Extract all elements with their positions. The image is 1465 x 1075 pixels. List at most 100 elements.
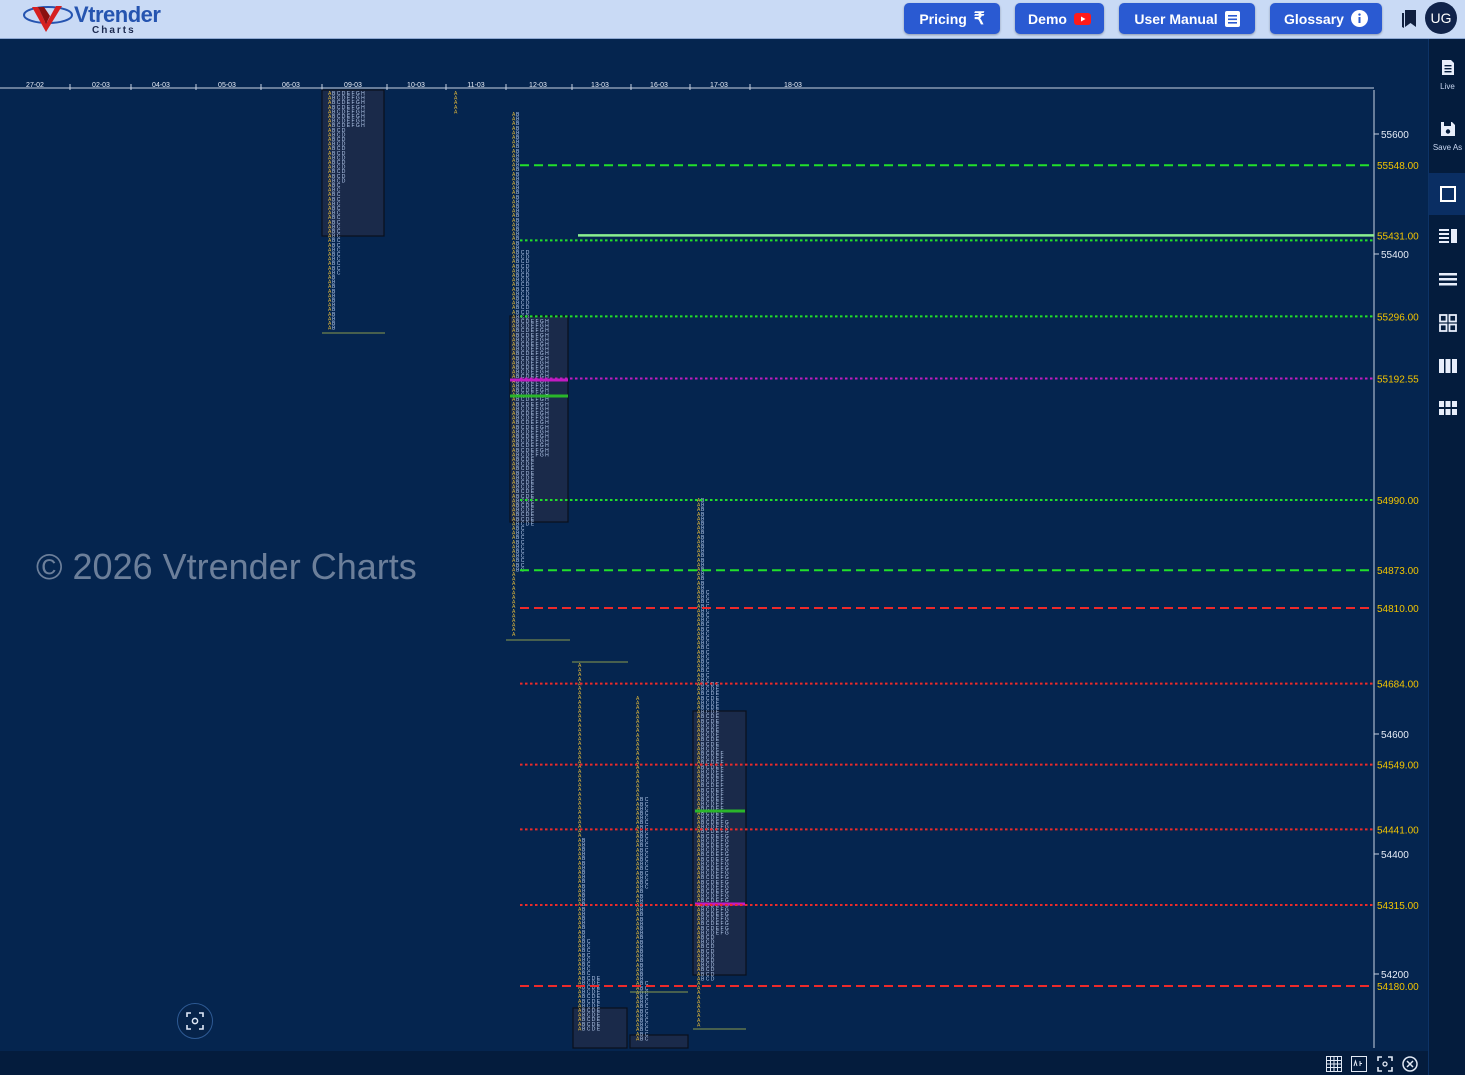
tpo-row: A [454, 105, 458, 111]
user-avatar[interactable]: UG [1425, 2, 1457, 34]
tpo-row: A [328, 252, 332, 258]
tpo-row: A [512, 227, 516, 233]
sidebar-item-grid-view[interactable] [1429, 314, 1465, 337]
pricing-button[interactable]: Pricing ₹ [904, 3, 1000, 34]
user-manual-button[interactable]: User Manual [1119, 3, 1255, 34]
tpo-row: A [636, 829, 640, 835]
tpo-row: A [512, 140, 516, 146]
tpo-row: A [454, 96, 458, 102]
sidebar-item-tiles-view[interactable] [1429, 401, 1465, 420]
tpo-row: B [640, 889, 644, 895]
tpo-row: A [697, 894, 701, 900]
tpo-row: A [697, 875, 701, 881]
level-price-label: 54441.00 [1377, 825, 1419, 836]
tpo-row: A [697, 769, 701, 775]
tpo-row: B [701, 512, 705, 518]
tpo-row: A [697, 622, 701, 628]
logo-v-icon [23, 6, 73, 32]
sidebar-item-single-view[interactable] [1429, 173, 1465, 215]
focus-mode-button[interactable] [177, 1003, 213, 1039]
market-profile-chart[interactable]: 27-02 02-03 04-03 05-03 06-03 09-03 10-03 11-03… [0, 39, 1428, 1051]
tpo-row: A [697, 636, 701, 642]
tpo-row: A [512, 508, 516, 514]
tpo-row: A [636, 977, 640, 983]
tpo-row: A [697, 949, 701, 955]
tpo-row: A [512, 383, 516, 389]
tpo-row: B [516, 195, 520, 201]
tpo-row: B C D E [701, 742, 720, 748]
focus-icon [186, 1012, 204, 1030]
tpo-row: B C D E [582, 994, 601, 1000]
tpo-row: A [636, 825, 640, 831]
tpo-row: A [512, 512, 516, 518]
reference-levels: 55548.00 55431.00 55296.00 55192.55 54990.00… [520, 161, 1419, 993]
tpo-row: B C D E F G H [516, 374, 549, 380]
close-icon[interactable] [1402, 1056, 1418, 1072]
tpo-row: A [636, 701, 640, 707]
tpo-row: B [516, 236, 520, 242]
tpo-row: B C [332, 270, 341, 276]
sidebar-item-save-as[interactable]: Save As [1429, 121, 1465, 152]
chart-canvas-area[interactable]: 27-02 02-03 04-03 05-03 06-03 09-03 10-03 11-03… [0, 39, 1428, 1051]
fullscreen-icon[interactable] [1377, 1056, 1393, 1072]
user-manual-label: User Manual [1134, 10, 1218, 27]
tpo-row: B C D [516, 255, 530, 261]
tpo-row: A [697, 742, 701, 748]
tpo-row: A [636, 1032, 640, 1038]
tpo-row: A [512, 195, 516, 201]
tpo-row: B C [701, 659, 710, 665]
sidebar-item-split-view[interactable] [1429, 229, 1465, 248]
tpo-row: A [512, 255, 516, 261]
tpo-row: B [516, 167, 520, 173]
demo-label: Demo [1028, 10, 1067, 27]
grid-icon[interactable] [1326, 1056, 1342, 1072]
tpo-row: A [512, 388, 516, 394]
tpo-row: B C [701, 673, 710, 679]
tpo-row: A [697, 521, 701, 527]
document-icon [1224, 10, 1240, 27]
tpo-row: A [636, 1018, 640, 1024]
tpo-row: B [516, 153, 520, 159]
tiles-icon [1438, 401, 1457, 415]
tpo-row: A [328, 132, 332, 138]
tpo-row: A [512, 466, 516, 472]
demo-button[interactable]: Demo [1015, 3, 1104, 34]
glossary-button[interactable]: Glossary [1270, 3, 1382, 34]
tpo-row: A [636, 908, 640, 914]
sidebar-item-columns-view[interactable] [1429, 359, 1465, 378]
tpo-row: A [512, 342, 516, 348]
tpo-row: A [512, 434, 516, 440]
tpo-row: B C D [332, 151, 346, 157]
tpo-row: A [512, 337, 516, 343]
vtrender-logo[interactable]: Vtrender Charts [22, 2, 161, 36]
tpo-row: B C D E [516, 498, 535, 504]
tpo-row: A [578, 994, 582, 1000]
tpo-row: A [578, 962, 582, 968]
price-tick-label: 54200 [1381, 970, 1409, 981]
tpo-row: A [512, 314, 516, 320]
tpo-row: A [512, 471, 516, 477]
tpo-row: B C [640, 829, 649, 835]
tpo-row: B [332, 289, 336, 295]
tpo-row: A [512, 567, 516, 573]
tpo-row: A [697, 645, 701, 651]
sidebar-item-live[interactable]: Live [1429, 59, 1465, 91]
tpo-row: B [582, 838, 586, 844]
tpo-row: A [578, 967, 582, 973]
tpo-row: A [328, 192, 332, 198]
tpo-row: B [582, 861, 586, 867]
sidebar-item-rows-view[interactable] [1429, 272, 1465, 291]
tpo-row: A [512, 462, 516, 468]
tpo-row: B [516, 222, 520, 228]
tpo-row: B C D E F G H [516, 383, 549, 389]
tpo-row: A [697, 558, 701, 564]
bookmarks-icon[interactable] [1401, 9, 1417, 29]
tpo-row: B C D E F G H [516, 333, 549, 339]
tpo-row: A [636, 1027, 640, 1033]
tpo-row: B [701, 503, 705, 509]
tpo-row: A [512, 135, 516, 141]
tpo-row: B C D [332, 146, 346, 152]
tpo-row: A [697, 825, 701, 831]
tpo-row: B C [582, 939, 591, 945]
abc-icon[interactable] [1351, 1056, 1367, 1072]
